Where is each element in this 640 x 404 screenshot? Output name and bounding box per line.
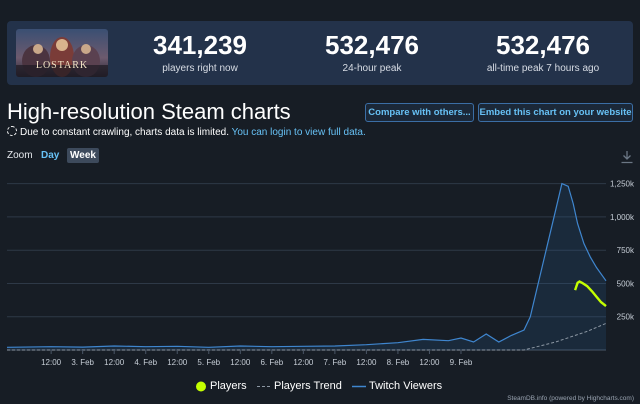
notice-text: Due to constant crawling, charts data is… — [20, 127, 229, 138]
x-tick-label: 3. Feb — [71, 358, 94, 367]
embed-button[interactable]: Embed this chart on your website — [478, 103, 633, 122]
chart-plot — [6, 182, 607, 351]
chart-grid — [7, 183, 606, 351]
x-tick-label: 5. Feb — [197, 358, 220, 367]
players-now-label: players right now — [162, 63, 238, 74]
peak-24h-value: 532,476 — [325, 30, 419, 60]
legend-trend-label: Players Trend — [274, 380, 342, 392]
chart: 12:00 3. Feb 12:00 4. Feb 12:00 5. Feb 12:00 6.… — [6, 180, 635, 367]
x-tick-label: 7. Feb — [324, 358, 347, 367]
login-link[interactable]: You can login to view full data. — [231, 127, 366, 138]
logo-text: LOSTARK — [35, 60, 89, 71]
legend-players-label: Players — [210, 380, 247, 392]
legend-trend-marker — [257, 386, 271, 387]
x-tick-label: 12:00 — [167, 358, 188, 367]
x-tick-label: 12:00 — [356, 358, 377, 367]
x-tick-label: 12:00 — [104, 358, 125, 367]
x-tick-label: 8. Feb — [387, 358, 410, 367]
compare-button[interactable]: Compare with others... — [365, 103, 474, 122]
x-tick-label: 6. Feb — [260, 358, 283, 367]
page-title: High-resolution Steam charts — [7, 99, 291, 124]
legend-twitch-marker — [352, 385, 366, 388]
x-tick-label: 4. Feb — [134, 358, 157, 367]
credit[interactable]: SteamDB.info (powered by Highcharts.com) — [507, 395, 634, 402]
y-tick-label: 1,000k — [610, 213, 635, 222]
peak-24h-label: 24-hour peak — [342, 63, 402, 74]
dashed-circle-icon — [7, 126, 17, 136]
stats-bar: LOSTARK 341,239 players right now 532,47… — [7, 21, 633, 85]
game-logo-art — [16, 29, 108, 77]
y-tick-label: 250k — [617, 313, 635, 322]
legend-players-marker — [196, 381, 206, 392]
stat-players-now: 341,239 players right now — [115, 31, 285, 74]
y-tick-label: 750k — [617, 246, 635, 255]
x-tick-label: 12:00 — [41, 358, 62, 367]
x-tick-label: 12:00 — [419, 358, 440, 367]
zoom-label: Zoom — [7, 150, 33, 161]
players-line — [573, 280, 607, 308]
stat-24h-peak: 532,476 24-hour peak — [287, 31, 457, 74]
stat-all-time-peak: 532,476 all-time peak 7 hours ago — [458, 31, 628, 74]
chart-y-axis: 250k 500k 750k 1,000k 1,250k — [610, 180, 635, 322]
download-icon[interactable] — [620, 150, 634, 164]
chart-x-axis: 12:00 3. Feb 12:00 4. Feb 12:00 5. Feb 12:00 6.… — [41, 350, 473, 367]
twitch-viewers-line — [6, 182, 607, 348]
zoom-day-button[interactable]: Day — [41, 150, 60, 161]
all-time-peak-value: 532,476 — [496, 30, 590, 60]
y-tick-label: 1,250k — [610, 180, 635, 189]
legend-twitch-label: Twitch Viewers — [369, 380, 443, 392]
players-trend-line — [7, 322, 607, 351]
x-tick-label: 9. Feb — [450, 358, 473, 367]
notice: Due to constant crawling, charts data is… — [7, 126, 366, 138]
y-tick-label: 500k — [617, 279, 635, 288]
game-logo[interactable]: LOSTARK — [16, 29, 108, 77]
twitch-viewers-area — [7, 183, 606, 350]
all-time-peak-label: all-time peak 7 hours ago — [486, 63, 600, 74]
zoom-week-button[interactable]: Week — [67, 148, 99, 163]
players-now-value: 341,239 — [153, 30, 247, 60]
x-tick-label: 12:00 — [293, 358, 314, 367]
x-tick-label: 12:00 — [230, 358, 251, 367]
